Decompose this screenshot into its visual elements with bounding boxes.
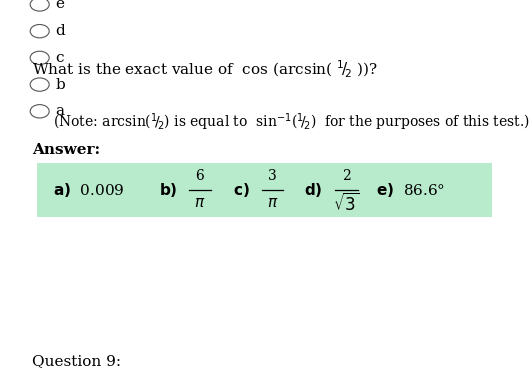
Circle shape xyxy=(30,105,49,118)
Text: 2: 2 xyxy=(342,169,351,183)
Text: $\sqrt{3}$: $\sqrt{3}$ xyxy=(333,193,360,215)
Text: d: d xyxy=(56,24,65,38)
Circle shape xyxy=(30,78,49,91)
Text: 3: 3 xyxy=(268,169,277,183)
Text: a: a xyxy=(56,104,65,118)
Text: $\pi$: $\pi$ xyxy=(194,196,206,210)
FancyBboxPatch shape xyxy=(37,163,492,217)
Text: $\mathbf{a)}$  0.009: $\mathbf{a)}$ 0.009 xyxy=(53,181,124,199)
Text: 6: 6 xyxy=(196,169,204,183)
Text: e: e xyxy=(56,0,65,12)
Circle shape xyxy=(30,51,49,65)
Circle shape xyxy=(30,24,49,38)
Text: (Note: arcsin($^1\!/\!_2$) is equal to  sin$^{-1}$($^1\!/\!_2$)  for the purpose: (Note: arcsin($^1\!/\!_2$) is equal to s… xyxy=(53,111,529,133)
Text: b: b xyxy=(56,78,65,92)
Text: Question 9:: Question 9: xyxy=(32,354,121,368)
Text: $\mathbf{c)}$: $\mathbf{c)}$ xyxy=(233,181,250,199)
Text: $\pi$: $\pi$ xyxy=(267,196,278,210)
Text: c: c xyxy=(56,51,64,65)
Text: $\mathbf{e)}$  86.6°: $\mathbf{e)}$ 86.6° xyxy=(376,181,445,199)
Text: $\mathbf{b)}$: $\mathbf{b)}$ xyxy=(159,181,177,199)
Text: Answer:: Answer: xyxy=(32,143,100,157)
Circle shape xyxy=(30,0,49,11)
Text: What is the exact value of  cos (arcsin( $^1\!/\!_2$ ))?: What is the exact value of cos (arcsin( … xyxy=(32,59,377,81)
Text: $\mathbf{d)}$: $\mathbf{d)}$ xyxy=(304,181,323,199)
